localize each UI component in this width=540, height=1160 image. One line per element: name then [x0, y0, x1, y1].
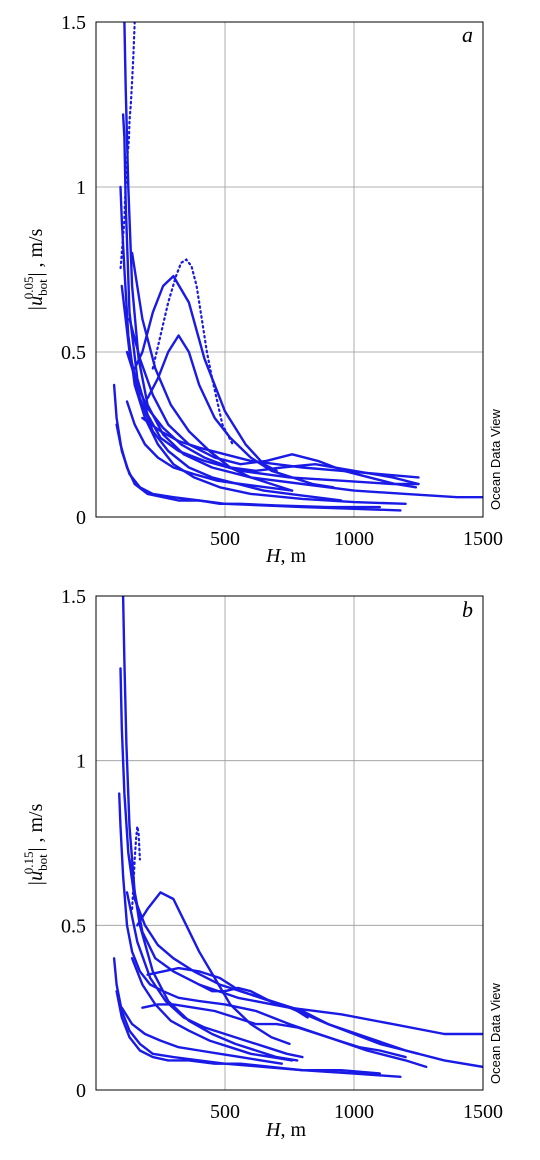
panel-a: 500 1000 1500 0 0.5 1 1.5 a H, m |ubot0.05| , … [21, 12, 503, 567]
series-line-b-7 [141, 1003, 407, 1059]
y-axis-label-sub-b: bot [35, 854, 50, 871]
y-tick-label-a-2: 1 [76, 177, 86, 199]
y-tick-label-b-1: 0.5 [61, 915, 86, 937]
dotted-series-a-1 [151, 258, 234, 446]
x-tick-label-b-1: 1000 [334, 1101, 374, 1123]
y-tick-label-a-1: 0.5 [61, 342, 86, 364]
x-tick-label-a-2: 1500 [463, 528, 503, 550]
series-line-a-11 [120, 284, 343, 502]
series-line-b-12 [198, 983, 309, 1019]
series-line-a-1 [121, 113, 420, 486]
series-line-b-0 [121, 596, 483, 1036]
dotted-series-a-0 [119, 22, 136, 271]
y-tick-label-a-0: 0 [76, 507, 86, 529]
y-axis-label-a: |ubot0.05| , m/s [21, 228, 50, 311]
plot-frame-b [95, 595, 484, 1091]
series-line-b-8 [125, 891, 304, 1059]
y-axis-label-base-a: |u [25, 296, 47, 312]
x-axis-label-unit-b: , m [280, 1119, 306, 1141]
watermark-a: Ocean Data View [488, 408, 503, 510]
y-tick-label-b-2: 1 [76, 751, 86, 773]
series-line-a-5 [133, 274, 278, 472]
x-tick-label-a-0: 500 [210, 528, 240, 550]
x-tick-label-b-2: 1500 [463, 1101, 503, 1123]
series-line-b-10 [130, 957, 294, 1062]
panel-label-b: b [462, 597, 473, 622]
y-axis-label-base-b: |u [25, 871, 47, 887]
x-axis-label-var-a: H [265, 545, 282, 567]
series-line-b-11 [120, 1006, 283, 1065]
y-axis-label-tail-b: | , m/s [25, 803, 47, 851]
panel-label-a: a [462, 22, 473, 47]
series-line-a-6 [146, 334, 335, 489]
series-line-b-4 [115, 990, 381, 1075]
series-line-a-10 [130, 251, 294, 492]
y-axis-label-tail-a: | , m/s [25, 228, 47, 276]
series-line-b-5 [136, 891, 291, 1046]
series-line-b-9 [128, 858, 299, 1062]
plot-frame-a [95, 21, 484, 518]
panel-b: 500 1000 1500 0 0.5 1 1.5 b H, m |ubot0.15| , … [21, 586, 503, 1141]
x-tick-label-b-0: 500 [210, 1101, 240, 1123]
x-axis-label-a: H, m [265, 545, 306, 567]
series-line-b-2 [118, 792, 428, 1069]
series-line-a-0 [123, 22, 483, 499]
y-axis-label-b: |ubot0.15| , m/s [21, 803, 50, 886]
x-tick-label-a-1: 1000 [334, 528, 374, 550]
y-axis-label-sub-a: bot [35, 279, 50, 296]
series-line-a-4 [115, 423, 381, 509]
y-tick-label-b-3: 1.5 [61, 586, 86, 608]
y-tick-label-b-0: 0 [76, 1080, 86, 1102]
series-line-a-12 [125, 400, 294, 492]
x-axis-label-b: H, m [265, 1119, 306, 1141]
dotted-series-b-0 [131, 826, 141, 910]
x-axis-label-unit-a: , m [280, 545, 306, 567]
watermark-b: Ocean Data View [488, 982, 503, 1084]
y-axis-label-sup-a: 0.05 [21, 277, 36, 300]
y-axis-label-sup-b: 0.15 [21, 852, 36, 875]
series-line-a-9 [128, 317, 418, 489]
series-line-a-2 [119, 185, 407, 505]
x-axis-label-var-b: H [265, 1119, 282, 1141]
y-tick-label-a-3: 1.5 [61, 12, 86, 34]
